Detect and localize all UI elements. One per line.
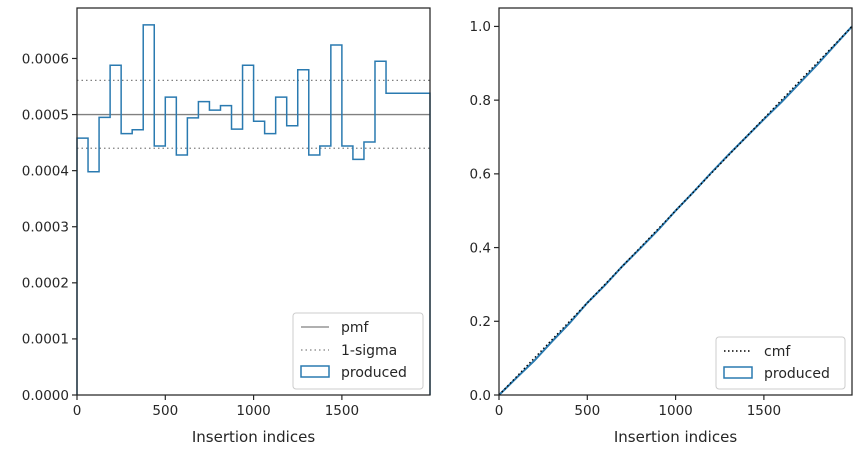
y-tick-label: 0.0006 bbox=[22, 51, 69, 67]
legend-box bbox=[292, 312, 424, 390]
y-tick-label: 0.0005 bbox=[22, 107, 69, 123]
x-tick-label: 500 bbox=[152, 403, 178, 419]
x-tick-label: 1500 bbox=[325, 403, 359, 419]
cumulative-legend: cmf produced bbox=[715, 336, 846, 390]
legend-produced-label: produced bbox=[341, 365, 407, 381]
cumulative-plot-area bbox=[498, 25, 853, 396]
left-y-axis: 0.0000 0.0001 0.0002 0.0003 0.0004 0.0005 0.00… bbox=[22, 51, 77, 404]
left-x-axis-label: Insertion indices bbox=[192, 428, 315, 446]
legend-sigma-label: 1-sigma bbox=[341, 343, 397, 359]
x-tick-label: 0 bbox=[495, 403, 504, 419]
cmf-line bbox=[498, 25, 853, 396]
y-tick-label: 0.0003 bbox=[22, 220, 69, 236]
right-x-axis: 0 500 1000 1500 bbox=[495, 395, 781, 419]
x-tick-label: 0 bbox=[73, 403, 82, 419]
histogram-legend: pmf 1-sigma produced bbox=[292, 312, 424, 390]
y-tick-label: 0.6 bbox=[470, 167, 491, 183]
legend-cmf-label: cmf bbox=[764, 344, 791, 360]
x-tick-label: 1500 bbox=[747, 403, 781, 419]
y-tick-label: 0.4 bbox=[470, 240, 491, 256]
right-y-axis: 0.0 0.2 0.4 0.6 0.8 1.0 bbox=[470, 19, 499, 404]
legend-produced-label: produced bbox=[764, 366, 830, 382]
y-tick-label: 0.0001 bbox=[22, 332, 69, 348]
y-tick-label: 0.0004 bbox=[22, 163, 69, 179]
x-tick-label: 1000 bbox=[658, 403, 692, 419]
legend-produced-swatch bbox=[300, 365, 330, 378]
y-tick-label: 0.8 bbox=[470, 93, 491, 109]
x-tick-label: 1000 bbox=[236, 403, 270, 419]
y-tick-label: 0.0 bbox=[470, 388, 491, 404]
y-tick-label: 0.2 bbox=[470, 314, 491, 330]
legend-box bbox=[715, 336, 846, 390]
left-axes-frame bbox=[76, 7, 431, 396]
left-x-axis: 0 500 1000 1500 bbox=[73, 395, 359, 419]
histogram-panel: 0.0000 0.0001 0.0002 0.0003 0.0004 0.0005 0.00… bbox=[22, 7, 431, 446]
y-tick-label: 1.0 bbox=[470, 19, 491, 35]
y-tick-label: 0.0000 bbox=[22, 388, 69, 404]
legend-pmf-label: pmf bbox=[341, 320, 370, 336]
x-tick-label: 500 bbox=[574, 403, 600, 419]
histogram-plot-area bbox=[76, 24, 431, 395]
right-axes-frame bbox=[498, 7, 853, 396]
produced-step-line bbox=[76, 24, 431, 395]
produced-cumulative-line bbox=[498, 25, 853, 396]
y-tick-label: 0.0002 bbox=[22, 276, 69, 292]
right-x-axis-label: Insertion indices bbox=[614, 428, 737, 446]
cumulative-panel: 0.0 0.2 0.4 0.6 0.8 1.0 0 500 1000 1500 Insertio… bbox=[470, 7, 853, 446]
legend-produced-swatch bbox=[723, 366, 753, 379]
